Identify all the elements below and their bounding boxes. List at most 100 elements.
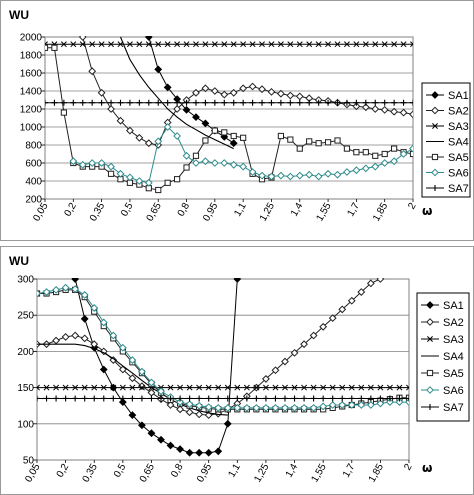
data-point <box>230 132 237 140</box>
data-point <box>267 87 276 96</box>
series-line-sa6 <box>37 287 409 409</box>
data-point <box>315 99 322 106</box>
data-point <box>320 384 327 391</box>
legend-label: SA7 <box>443 402 464 414</box>
legend-box <box>416 292 470 422</box>
x-tick-label: 0,5 <box>119 201 136 219</box>
y-tick-label: 50 <box>23 456 35 467</box>
legend: SA1 SA2 SA3 SA4 SA5 SA6 SA7 <box>416 292 470 422</box>
y-tick-label: 100 <box>17 419 34 430</box>
data-point <box>296 99 303 106</box>
data-point <box>399 108 408 117</box>
data-point <box>249 41 256 48</box>
data-point <box>177 395 184 402</box>
data-point <box>290 348 299 357</box>
data-point <box>155 99 162 106</box>
data-point <box>338 401 347 409</box>
series-sa1 <box>71 278 242 457</box>
x-tick-label: 0,65 <box>138 462 157 485</box>
data-point <box>309 403 318 412</box>
data-point <box>100 384 107 391</box>
data-point <box>155 41 162 48</box>
data-point <box>215 395 222 402</box>
data-point <box>62 395 69 402</box>
x-tick-label: 1,85 <box>367 462 386 485</box>
data-point <box>259 99 266 106</box>
data-point <box>173 132 182 140</box>
data-point <box>186 395 193 402</box>
data-point <box>107 105 115 113</box>
data-point <box>183 99 190 106</box>
data-point <box>333 170 342 179</box>
data-point <box>166 441 175 450</box>
data-point <box>290 403 299 412</box>
data-point <box>268 99 275 106</box>
data-point <box>282 384 288 391</box>
data-point <box>262 395 269 402</box>
data-point <box>268 41 275 48</box>
data-point <box>116 169 125 178</box>
data-point <box>205 395 212 402</box>
data-point <box>234 395 241 402</box>
data-point <box>406 384 409 391</box>
data-point <box>99 347 108 356</box>
series-sa4 <box>119 36 234 150</box>
data-point <box>287 99 294 106</box>
data-point <box>310 395 317 402</box>
x-tick-label: 0,35 <box>81 462 100 485</box>
data-point <box>145 99 152 106</box>
data-point <box>88 159 97 167</box>
data-point <box>357 401 366 409</box>
data-point <box>277 99 284 106</box>
data-point <box>325 99 332 106</box>
data-point <box>262 375 270 383</box>
data-point <box>272 395 279 402</box>
data-point <box>352 166 361 175</box>
data-point <box>248 168 257 176</box>
x-tick-label: 1,4 <box>289 201 306 219</box>
data-point <box>42 288 51 296</box>
data-point <box>243 395 250 402</box>
data-point <box>334 41 341 48</box>
data-point <box>291 384 298 391</box>
data-point <box>147 429 156 438</box>
data-point <box>109 331 118 340</box>
data-point <box>272 384 279 391</box>
data-point <box>185 408 194 417</box>
data-point <box>400 41 407 48</box>
data-point <box>215 384 222 391</box>
data-point <box>186 384 193 391</box>
legend-marker <box>426 386 434 394</box>
data-point <box>136 41 143 48</box>
data-point <box>214 403 223 412</box>
data-point <box>319 402 328 411</box>
data-point <box>276 89 285 98</box>
data-point <box>176 405 184 414</box>
x-tick-label: 1,1 <box>232 201 249 219</box>
data-point <box>211 41 218 48</box>
data-point <box>258 171 266 180</box>
data-point <box>89 41 96 48</box>
x-tick-label: 0,95 <box>195 462 214 485</box>
legend-label: SA1 <box>443 300 464 312</box>
data-point <box>229 88 238 97</box>
data-point <box>348 395 355 402</box>
data-point <box>230 41 237 48</box>
data-point <box>164 179 171 186</box>
data-point <box>116 116 125 125</box>
data-point <box>362 149 369 156</box>
chart-1-svg: 2004006008001000120014001600180020000,05… <box>9 8 471 224</box>
data-point <box>361 164 370 173</box>
data-point <box>319 322 328 331</box>
legend-label: SA4 <box>448 137 469 149</box>
data-point <box>334 99 341 106</box>
x-tick-label: 1,25 <box>258 201 277 224</box>
legend-label: SA3 <box>448 121 469 133</box>
data-point <box>72 384 79 391</box>
x-tick-label: 2 <box>406 201 419 212</box>
data-point <box>185 448 194 457</box>
data-point <box>177 384 184 391</box>
data-point <box>366 279 375 288</box>
data-point <box>62 384 69 391</box>
data-point <box>60 99 67 106</box>
